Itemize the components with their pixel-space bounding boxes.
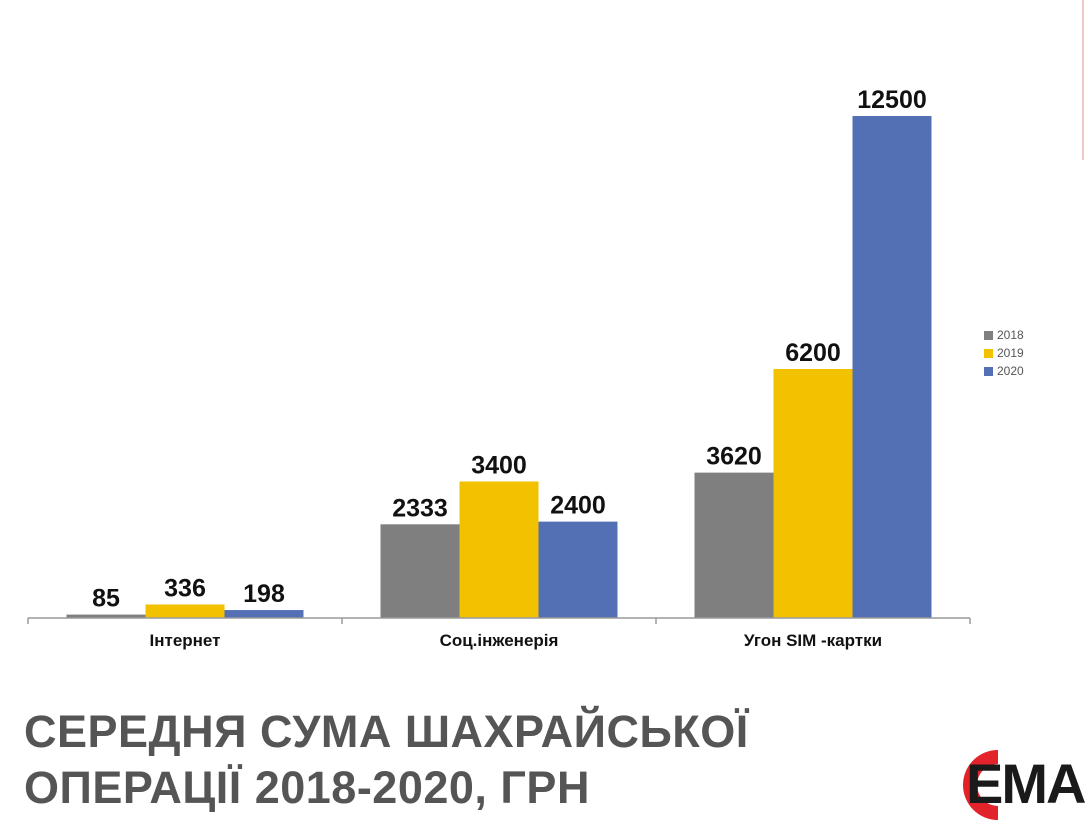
legend-swatch-2020 [984, 366, 993, 376]
chart-title-line-2: ОПЕРАЦІЇ 2018-2020, ГРН [24, 762, 590, 813]
bars-layer [66, 116, 932, 618]
value-label-2019-2: 6200 [785, 339, 841, 367]
ema-logo-mark [963, 750, 998, 820]
value-label-2019-0: 336 [164, 575, 206, 603]
bar-2018-2 [694, 472, 774, 618]
legend-label-2019: 2019 [997, 346, 1024, 360]
value-label-2018-1: 2333 [392, 494, 448, 522]
bar-2019-1 [459, 481, 539, 618]
value-label-2018-2: 3620 [706, 443, 762, 471]
bar-2020-0 [224, 610, 304, 618]
legend-label-2018: 2018 [997, 328, 1024, 342]
chart-title-line-1: СЕРЕДНЯ СУМА ШАХРАЙСЬКОЇ [24, 706, 749, 757]
category-label-0: Інтернет [150, 631, 221, 650]
category-label-2: Угон SIM -картки [744, 631, 882, 650]
category-labels-layer: Інтернет Соц.інженерія Угон SIM -картки [150, 631, 883, 650]
x-axis-ticks [27, 618, 971, 624]
value-label-2018-0: 85 [92, 585, 120, 613]
value-labels-layer: 85 336 198 2333 3400 2400 3620 6200 12500 [92, 86, 927, 613]
legend-item-2019: 2019 [984, 344, 1024, 362]
bar-2020-1 [538, 521, 618, 618]
edge-accent [1082, 0, 1084, 160]
legend-item-2018: 2018 [984, 326, 1024, 344]
bar-2019-2 [773, 369, 853, 618]
value-label-2019-1: 3400 [471, 451, 527, 479]
chart-title: СЕРЕДНЯ СУМА ШАХРАЙСЬКОЇ ОПЕРАЦІЇ 2018-2… [24, 704, 924, 816]
bar-2018-1 [380, 524, 460, 618]
legend-label-2020: 2020 [997, 364, 1024, 378]
legend-swatch-2019 [984, 348, 993, 358]
value-label-2020-2: 12500 [857, 86, 927, 114]
ema-logo: ЕМА [940, 742, 1088, 828]
bar-2018-0 [66, 614, 146, 618]
value-label-2020-0: 198 [243, 580, 285, 608]
legend-item-2020: 2020 [984, 362, 1024, 380]
legend-swatch-2018 [984, 330, 993, 340]
legend: 2018 2019 2020 [984, 326, 1024, 380]
bar-2020-2 [852, 116, 932, 618]
value-label-2020-1: 2400 [550, 492, 606, 520]
ema-logo-text: ЕМА [966, 752, 1086, 815]
bar-2019-0 [145, 604, 225, 618]
bar-chart: 85 336 198 2333 3400 2400 3620 6200 12500 Інтерн… [27, 86, 971, 650]
category-label-1: Соц.інженерія [440, 631, 559, 650]
